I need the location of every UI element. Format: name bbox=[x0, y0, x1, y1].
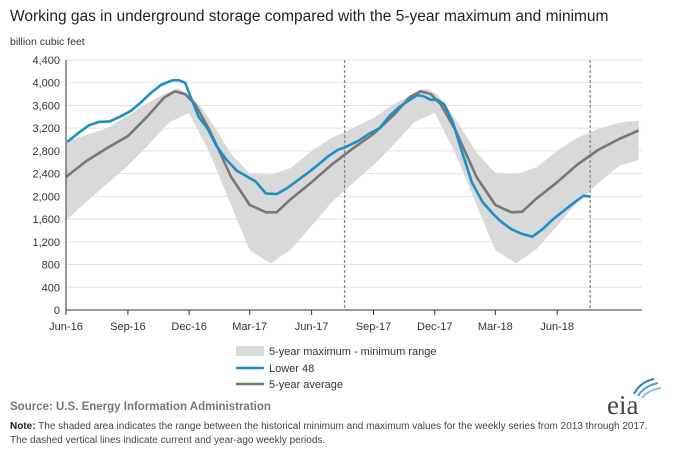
legend-label: 5-year maximum - minimum range bbox=[269, 346, 436, 358]
x-tick-labels: Jun-16 Sep-16 Dec-16 Mar-17 Jun-17 Sep-17 Dec-… bbox=[49, 310, 574, 333]
series-line-5-year-average bbox=[65, 90, 640, 214]
y-tick-label: 1,200 bbox=[32, 237, 60, 249]
legend-swatch-range bbox=[236, 346, 264, 356]
x-tick-label: Sep-17 bbox=[356, 321, 391, 333]
logo-arcs-icon bbox=[633, 378, 662, 399]
y-tick-label: 2,000 bbox=[32, 191, 60, 203]
chart: billion cubic feet 0 400 800 1,200 1,600 2,00… bbox=[10, 36, 642, 391]
legend-label: Lower 48 bbox=[269, 363, 314, 375]
y-tick-label: 800 bbox=[42, 260, 60, 272]
dashed-lines bbox=[343, 60, 591, 310]
y-tick-label: 2,400 bbox=[32, 169, 60, 181]
x-tick-label: Jun-17 bbox=[295, 321, 329, 333]
y-axis-label: billion cubic feet bbox=[10, 36, 85, 48]
source-text: Source: U.S. Energy Information Administ… bbox=[10, 401, 271, 413]
note-body: The shaded area indicates the range betw… bbox=[10, 421, 648, 446]
y-tick-label: 4,400 bbox=[32, 55, 60, 67]
x-tick-label: Jun-18 bbox=[540, 321, 574, 333]
y-tick-label: 3,200 bbox=[32, 123, 60, 135]
y-tick-label: 0 bbox=[54, 305, 60, 317]
x-tick-label: Sep-16 bbox=[110, 321, 145, 333]
legend-label: 5-year average bbox=[269, 379, 343, 391]
x-tick-label: Mar-17 bbox=[232, 321, 267, 333]
range-area bbox=[66, 88, 639, 264]
y-tick-label: 400 bbox=[42, 282, 60, 294]
y-tick-label: 4,000 bbox=[32, 78, 60, 90]
note-text: Note: The shaded area indicates the rang… bbox=[10, 420, 660, 448]
x-tick-label: Dec-17 bbox=[417, 321, 452, 333]
chart-title: Working gas in underground storage compa… bbox=[10, 8, 609, 25]
x-tick-label: Jun-16 bbox=[49, 321, 83, 333]
note-label: Note: bbox=[10, 421, 36, 432]
y-tick-label: 3,600 bbox=[32, 100, 60, 112]
eia-logo: eia bbox=[607, 378, 662, 420]
series-line-lower-48 bbox=[66, 78, 591, 238]
logo-text: eia bbox=[607, 390, 638, 420]
y-tick-label: 1,600 bbox=[32, 214, 60, 226]
y-tick-labels: 0 400 800 1,200 1,600 2,000 2,400 2,800 3,200 3,6… bbox=[32, 55, 60, 317]
legend: 5-year maximum - minimum range Lower 48 5-… bbox=[236, 346, 436, 391]
x-tick-label: Dec-16 bbox=[171, 321, 206, 333]
x-tick-label: Mar-18 bbox=[478, 321, 513, 333]
y-tick-label: 2,800 bbox=[32, 146, 60, 158]
axes bbox=[65, 60, 642, 311]
